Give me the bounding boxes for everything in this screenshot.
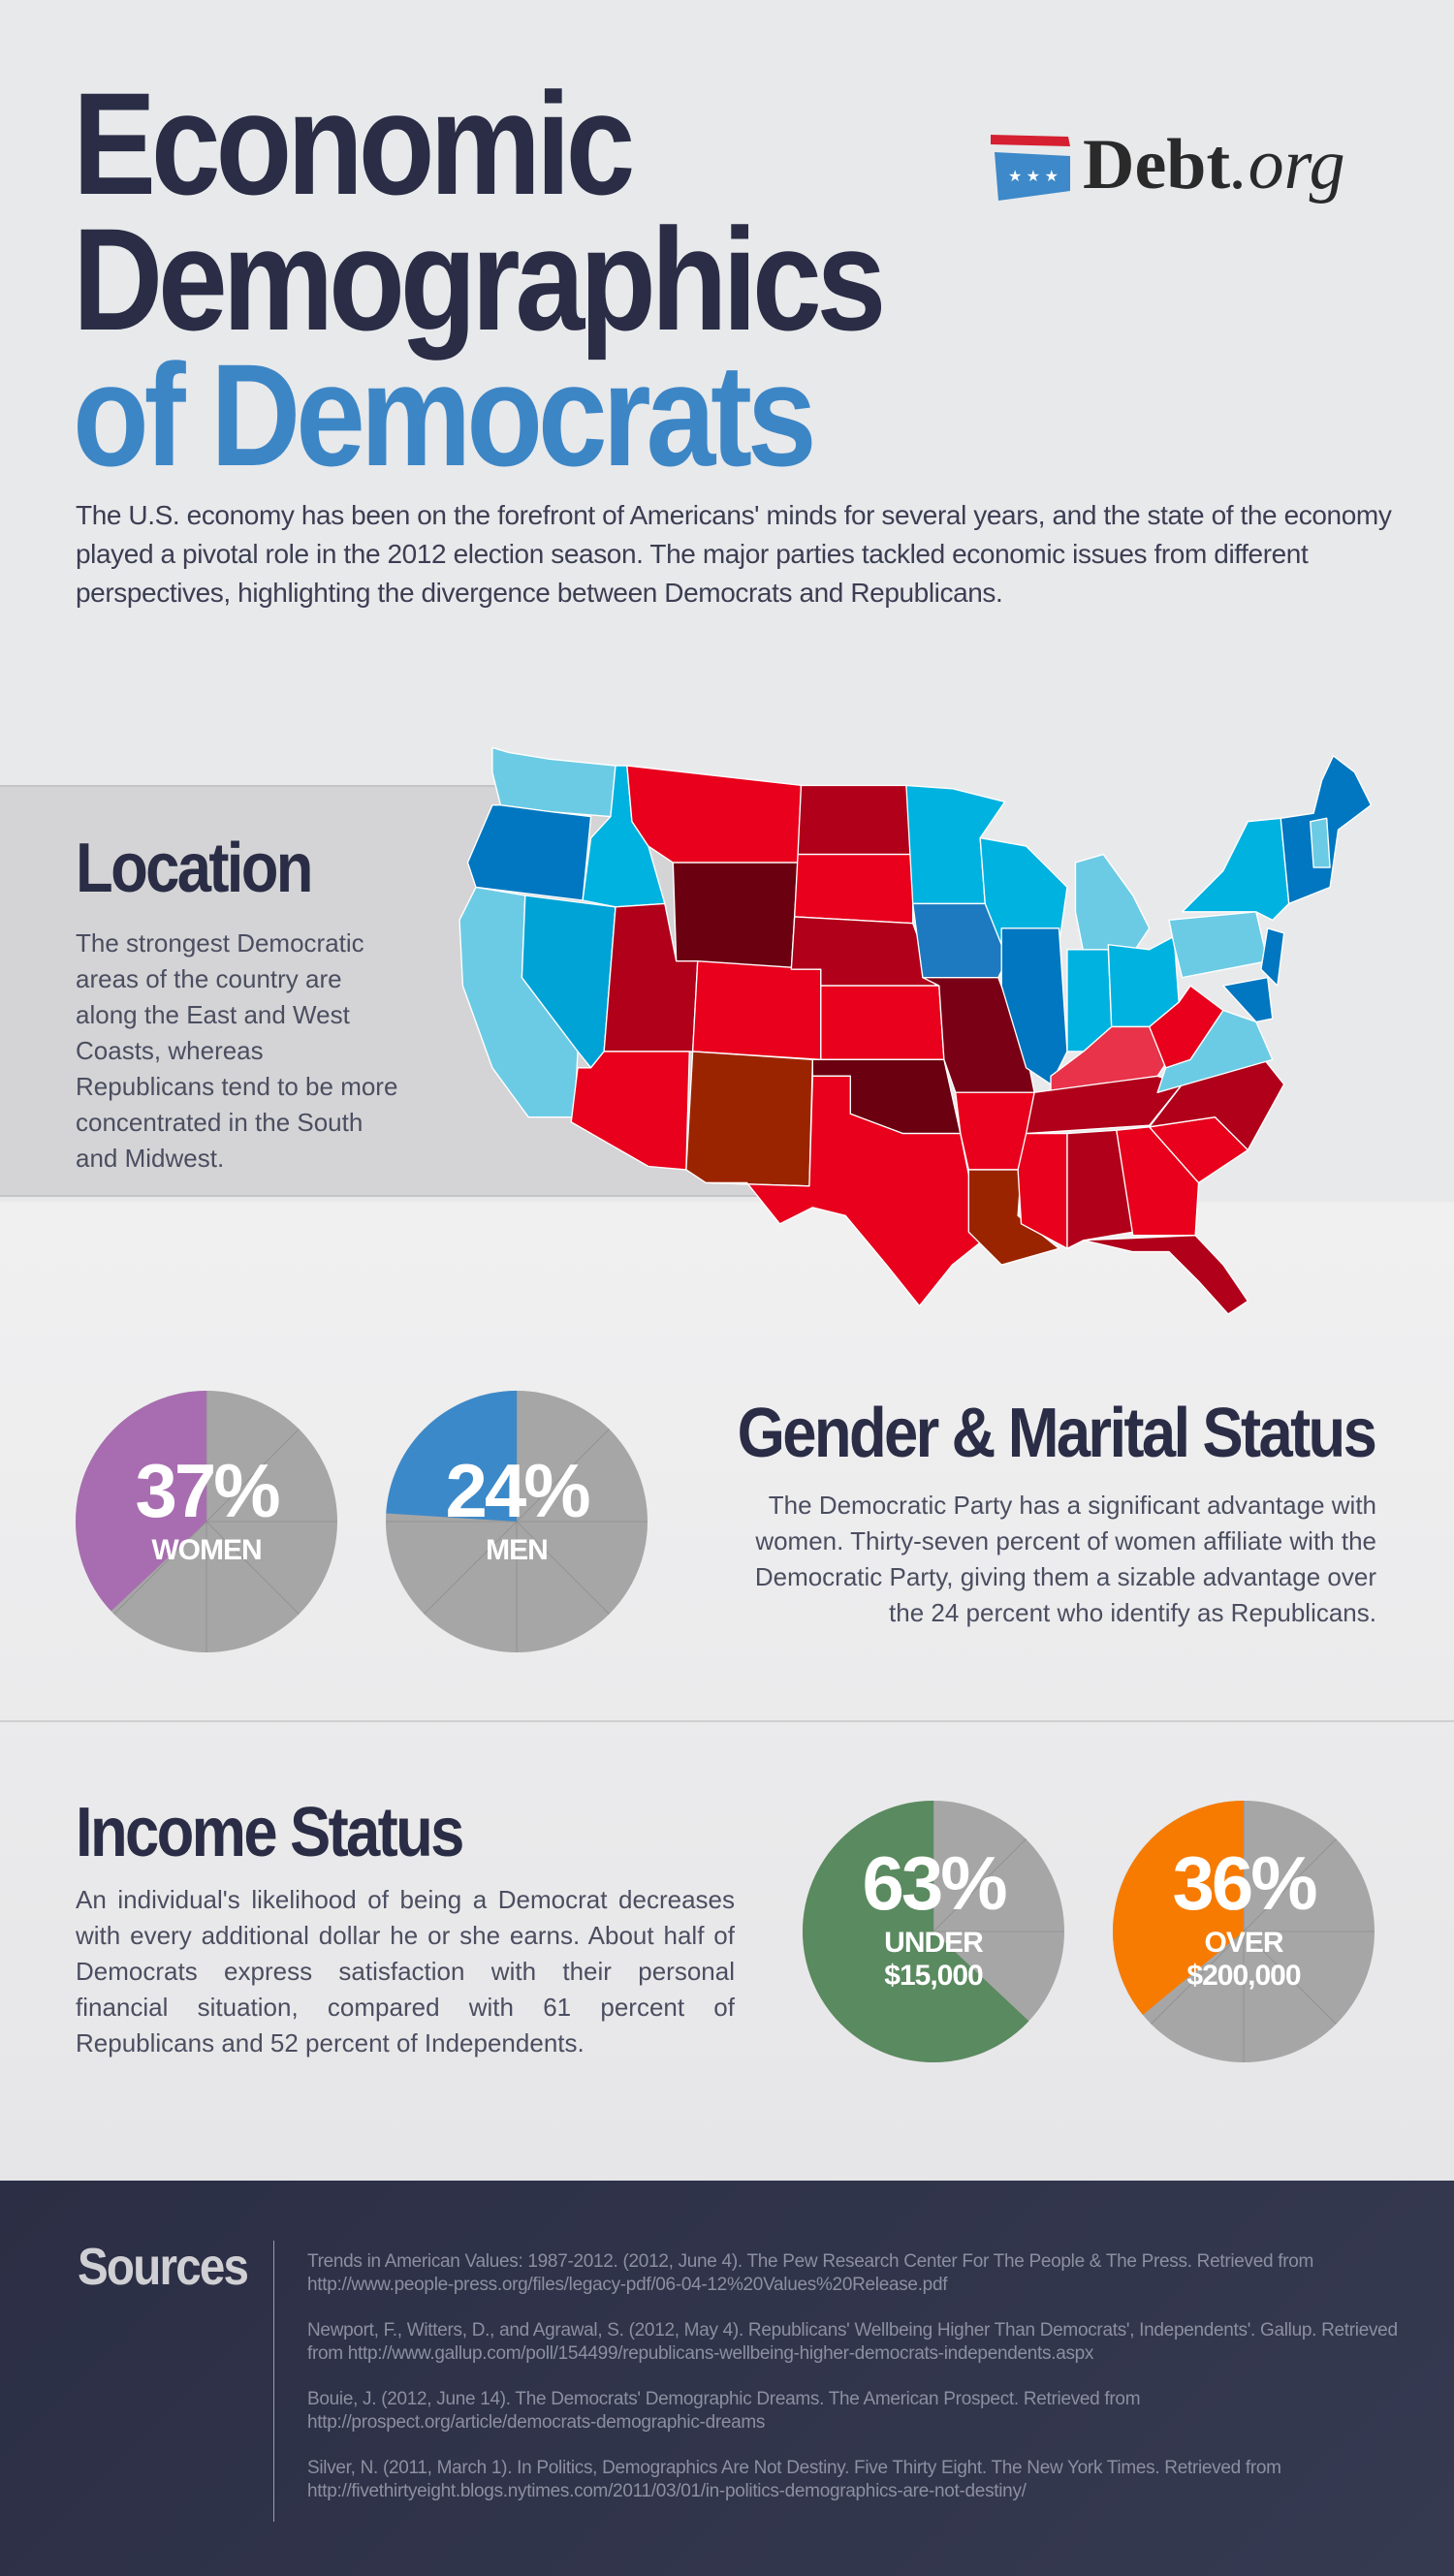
pie-divider-line xyxy=(1243,1838,1337,1932)
under-label: UNDER xyxy=(884,1927,984,1959)
women-label: WOMEN xyxy=(151,1534,262,1566)
sources-heading: Sources xyxy=(78,2238,249,2296)
source-item: Silver, N. (2011, March 1). In Politics,… xyxy=(307,2458,1281,2501)
state-fl xyxy=(1083,1234,1249,1314)
title-line-3: of Democrats xyxy=(73,333,817,496)
location-text: The strongest Democratic areas of the co… xyxy=(76,928,398,1173)
pie-slice xyxy=(1113,1801,1244,2016)
sources-section xyxy=(0,2181,1454,2576)
state-ga xyxy=(1116,1126,1200,1237)
pie-divider-line xyxy=(516,1429,610,1523)
state-md xyxy=(1222,976,1274,1023)
source-item: Bouie, J. (2012, June 14). The Democrats… xyxy=(307,2389,1141,2433)
title-line-2: Demographics xyxy=(73,198,886,361)
state-ks xyxy=(820,985,945,1061)
income-text: An individual's likelihood of being a De… xyxy=(76,1885,735,2058)
logo-brand: Debt xyxy=(1083,125,1231,204)
pie-slice xyxy=(386,1391,517,1522)
men-pie-chart: 24% MEN xyxy=(386,1391,648,1652)
state-wy xyxy=(672,862,799,970)
state-ms xyxy=(1017,1132,1068,1249)
over-amount: $200,000 xyxy=(1186,1960,1301,1992)
state-mi xyxy=(1074,853,1151,954)
source-item: Trends in American Values: 1987-2012. (2… xyxy=(307,2251,1314,2295)
pie-divider-line xyxy=(516,1521,610,1615)
state-nm xyxy=(685,1051,814,1187)
state-or xyxy=(466,804,592,901)
pie-divider-line xyxy=(424,1521,518,1615)
state-ny xyxy=(1181,817,1290,922)
state-az xyxy=(570,1051,690,1171)
logo-suffix: .org xyxy=(1230,125,1345,204)
sources-list: Trends in American Values: 1987-2012. (2… xyxy=(307,2250,1403,2526)
over-percent: 36% xyxy=(1172,1840,1317,1926)
state-mt xyxy=(626,765,803,864)
under-percent: 63% xyxy=(862,1840,1007,1926)
gender-heading: Gender & Marital Status xyxy=(737,1395,1376,1472)
pie-divider-line xyxy=(205,1429,300,1523)
under-15000-pie-chart: 63% UNDER $15,000 xyxy=(803,1801,1064,2062)
us-map xyxy=(458,746,1373,1314)
svg-text:★ ★ ★: ★ ★ ★ xyxy=(1008,169,1059,185)
men-label: MEN xyxy=(486,1534,549,1566)
flag-icon: ★ ★ ★ xyxy=(991,134,1070,201)
men-percent: 24% xyxy=(445,1448,590,1533)
income-heading: Income Status xyxy=(76,1794,464,1871)
pie-divider-line xyxy=(932,1838,1027,1932)
pie-divider-line xyxy=(113,1521,207,1615)
location-heading: Location xyxy=(76,830,314,907)
section-divider xyxy=(0,1720,1454,1722)
title-line-1: Economic xyxy=(73,62,635,225)
state-nj xyxy=(1260,927,1285,987)
under-amount: $15,000 xyxy=(884,1960,983,1992)
state-pa xyxy=(1168,911,1269,979)
sources-divider xyxy=(273,2241,274,2522)
pie-divider-line xyxy=(205,1521,300,1615)
state-co xyxy=(691,960,822,1061)
intro-text: The U.S. economy has been on the forefro… xyxy=(76,500,1392,608)
over-200000-pie-chart: 36% OVER $200,000 xyxy=(1113,1801,1375,2062)
pie-slice xyxy=(803,1801,1029,2062)
pie-slice xyxy=(76,1391,206,1612)
women-percent: 37% xyxy=(135,1448,280,1533)
state-nh xyxy=(1310,817,1331,868)
debt-org-logo[interactable]: ★ ★ ★ Debt .org xyxy=(991,124,1345,206)
state-sd xyxy=(794,853,914,925)
state-nd xyxy=(797,784,914,856)
state-al xyxy=(1066,1129,1134,1249)
pie-divider-line xyxy=(1151,1931,1245,2025)
state-nc xyxy=(1149,1058,1285,1151)
over-label: OVER xyxy=(1204,1927,1283,1959)
state-tx xyxy=(705,1075,995,1307)
source-item: Newport, F., Witters, D., and Agrawal, S… xyxy=(307,2320,1398,2364)
gender-text: The Democratic Party has a significant a… xyxy=(754,1491,1376,1627)
women-pie-chart: 37% WOMEN xyxy=(76,1391,337,1652)
pie-divider-line xyxy=(1243,1931,1337,2025)
